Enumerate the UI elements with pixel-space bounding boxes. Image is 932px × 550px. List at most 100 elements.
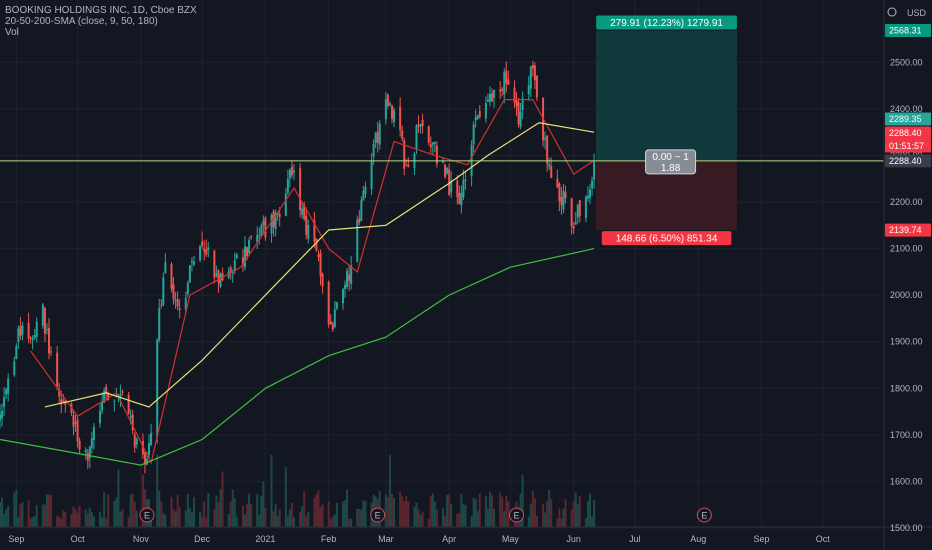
volume-bar — [448, 494, 451, 527]
indicator-label[interactable]: 20-50-200-SMA (close, 9, 50, 180) — [5, 16, 158, 27]
candle-body — [307, 224, 310, 239]
volume-bar — [435, 509, 438, 527]
y-tick-label: 1900.00 — [890, 337, 923, 347]
candle-body — [390, 105, 393, 120]
volume-bar — [329, 518, 332, 527]
volume-bar — [521, 475, 524, 527]
symbol-title[interactable]: BOOKING HOLDINGS INC, 1D, Cboe BZX — [5, 5, 197, 16]
y-tick-label: 2200.00 — [890, 197, 923, 207]
volume-bar — [331, 516, 334, 527]
volume-bar — [358, 508, 361, 527]
candle-body — [290, 166, 293, 176]
candle-body — [29, 337, 32, 339]
candle-body — [99, 410, 102, 424]
candle-body — [356, 219, 359, 262]
volume-bar — [19, 504, 22, 527]
volume-bar — [417, 508, 420, 527]
candle-body — [107, 392, 110, 401]
volume-bar — [241, 505, 244, 527]
volume-bar — [478, 493, 481, 527]
volume-bar — [33, 515, 36, 527]
candle-body — [186, 282, 189, 295]
candle-body — [562, 191, 565, 210]
candle-body — [203, 248, 206, 252]
candle-body — [584, 196, 587, 218]
volume-bar — [35, 505, 38, 527]
x-tick-label: Feb — [321, 534, 337, 544]
candle-body — [491, 93, 494, 102]
volume-bar — [335, 502, 338, 527]
volume-bar — [29, 518, 32, 527]
candle-body — [0, 414, 1, 421]
volume-bar — [405, 496, 408, 527]
volume-bar — [219, 489, 222, 527]
candle-body — [474, 117, 477, 121]
volume-bar — [178, 507, 181, 527]
candle-body — [15, 346, 18, 359]
earnings-label: E — [701, 511, 707, 521]
volume-bar — [50, 495, 53, 527]
volume-bar — [317, 490, 320, 527]
candle-body — [101, 401, 104, 411]
candle-body — [417, 125, 420, 127]
sma-line-180 — [0, 248, 595, 466]
candle-body — [3, 397, 6, 407]
candle-body — [43, 307, 46, 334]
volume-bar — [560, 518, 563, 527]
volume-bar — [276, 516, 279, 527]
sma-tag: 2289.35 — [889, 114, 922, 124]
candle-body — [150, 433, 153, 445]
candle-body — [141, 440, 144, 455]
candle-body — [476, 115, 479, 120]
volume-bar — [62, 510, 65, 527]
volume-bar — [388, 455, 391, 527]
volume-bar — [333, 514, 336, 527]
volume-bar — [56, 515, 59, 527]
volume-bar — [290, 502, 293, 527]
volume-bar — [572, 501, 575, 527]
candle-body — [62, 400, 65, 402]
candle-body — [427, 126, 430, 143]
candle-body — [176, 299, 179, 307]
x-tick-label: Apr — [442, 534, 456, 544]
volume-bar — [250, 503, 253, 527]
volume-bar — [170, 496, 173, 527]
volume-bar — [129, 494, 132, 527]
candle-body — [556, 178, 559, 188]
candle-body — [444, 164, 447, 177]
candle-body — [521, 98, 524, 111]
candle-body — [299, 168, 302, 211]
candle-body — [384, 98, 387, 120]
volume-bar — [442, 507, 445, 527]
candle-body — [593, 161, 596, 180]
earnings-label: E — [375, 511, 381, 521]
candle-body — [401, 130, 404, 139]
x-tick-label: Nov — [133, 534, 150, 544]
sma-line-50 — [44, 122, 595, 408]
candle-body — [486, 99, 489, 102]
volume-bar — [172, 509, 175, 527]
volume-bar — [550, 499, 553, 527]
candle-body — [276, 212, 279, 215]
volume-bar — [27, 500, 30, 527]
candle-body — [74, 422, 77, 424]
volume-bar — [162, 513, 165, 527]
volume-bar — [188, 508, 191, 527]
candle-body — [7, 378, 10, 394]
candle-body — [13, 361, 16, 376]
y-tick-label: 2000.00 — [890, 290, 923, 300]
candle-body — [190, 260, 193, 263]
settings-icon — [887, 7, 897, 17]
candle-body — [264, 217, 267, 238]
volume-bar — [348, 518, 351, 527]
volume-label[interactable]: Vol — [5, 27, 19, 38]
candle-body — [415, 125, 418, 150]
candle-body — [572, 225, 575, 229]
x-tick-label: Mar — [378, 534, 394, 544]
position-zones[interactable] — [596, 30, 738, 231]
candle-body — [488, 94, 491, 102]
candle-body — [515, 99, 518, 107]
candle-body — [333, 309, 336, 328]
volume-bar — [399, 491, 402, 527]
